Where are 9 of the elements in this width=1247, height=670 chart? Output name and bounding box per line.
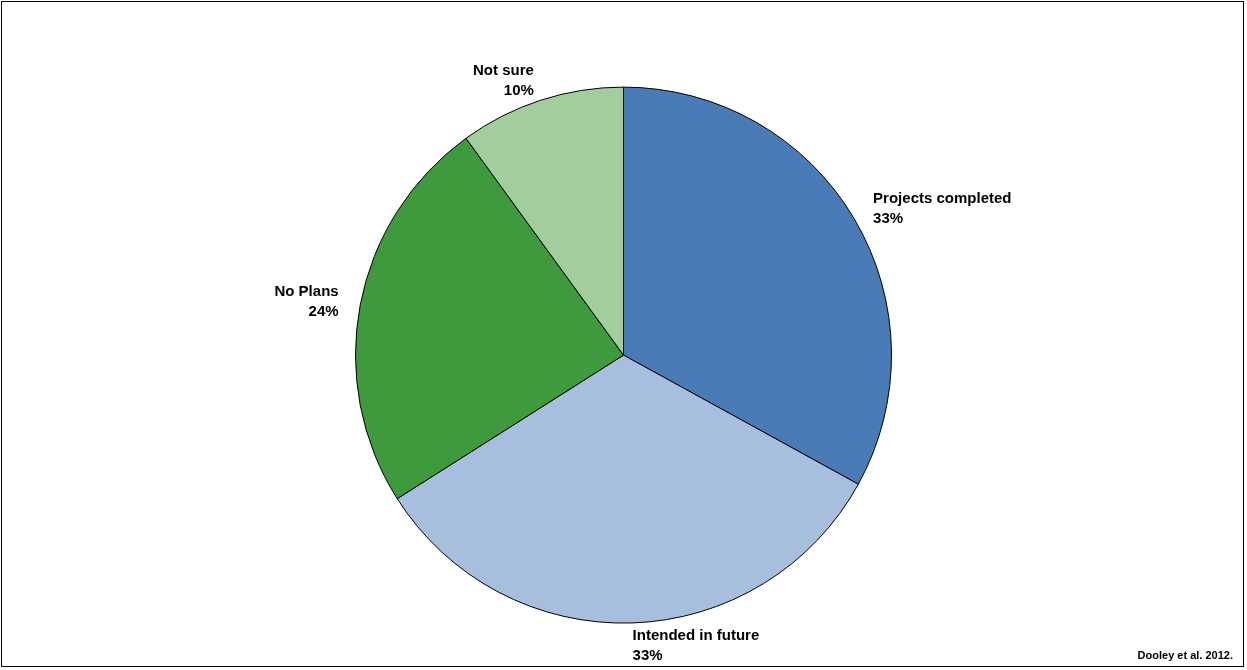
data-label: 10% (503, 80, 534, 98)
slice-label: No Plans (274, 282, 339, 300)
slice-label: Projects completed (873, 188, 1012, 206)
text: Dooley et al. 2012. (1137, 648, 1234, 661)
data-label: 33% (873, 208, 904, 226)
slice-label: Intended in future (632, 626, 760, 644)
slice-label: Not sure (473, 60, 534, 78)
data-label: 33% (632, 646, 663, 664)
data-label: 24% (308, 302, 339, 320)
